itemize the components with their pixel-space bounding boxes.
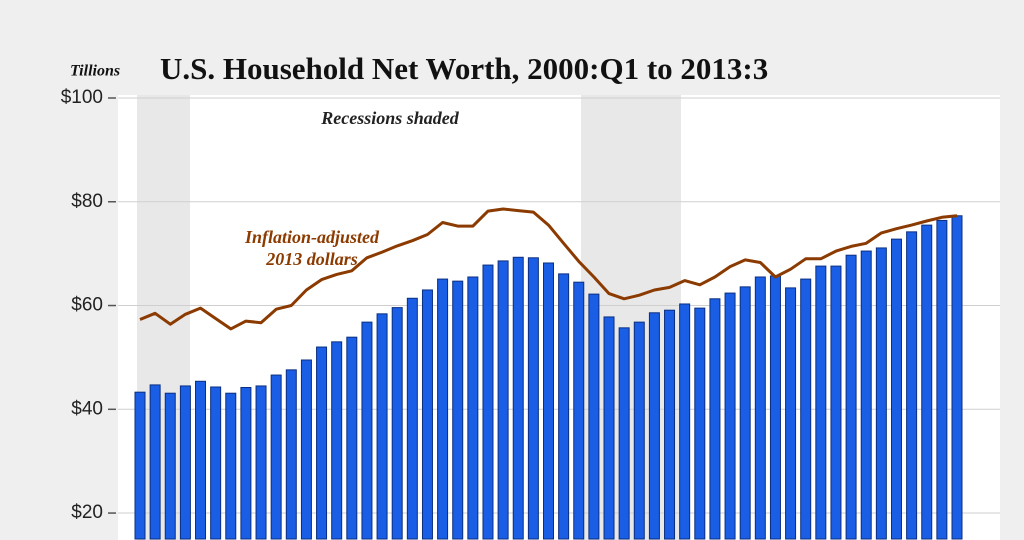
bar (906, 231, 918, 540)
y-tick-label: $80 (71, 191, 103, 212)
bar (512, 256, 524, 540)
bar (331, 341, 343, 540)
y-tick-label: $20 (71, 502, 103, 523)
bar (754, 276, 766, 540)
bar (164, 392, 176, 540)
y-unit-label: Tillions (70, 63, 120, 80)
bar (830, 265, 842, 540)
bar (316, 346, 328, 540)
bar (406, 297, 418, 540)
bar (361, 321, 373, 540)
bar (225, 392, 237, 540)
y-tick-label: $40 (71, 398, 103, 419)
bar (709, 298, 721, 540)
bar (195, 380, 207, 540)
bar (285, 369, 297, 540)
bar (543, 262, 554, 540)
bar (679, 303, 691, 540)
bar (694, 307, 706, 540)
bar (391, 307, 403, 540)
bar (482, 264, 494, 540)
bar (134, 391, 146, 540)
bar (785, 287, 797, 540)
bar (845, 254, 857, 540)
bar (376, 313, 388, 540)
bar (815, 265, 827, 540)
bar (527, 257, 539, 540)
bar (300, 359, 312, 540)
bar (437, 278, 449, 540)
bar (270, 374, 282, 540)
annotation: Recessions shaded (320, 108, 460, 128)
bar (452, 280, 464, 540)
y-tick-label: $60 (71, 295, 103, 316)
bar (573, 281, 585, 540)
annotation: Inflation-adjusted (244, 227, 380, 247)
bar (421, 289, 433, 540)
bar (739, 286, 751, 540)
bar (179, 385, 191, 540)
bar (497, 260, 509, 540)
bar (890, 238, 902, 540)
bar (800, 278, 812, 540)
bar (467, 276, 479, 540)
bar (860, 250, 872, 540)
bar (149, 384, 161, 540)
bar (875, 247, 887, 540)
bar (240, 387, 252, 540)
bar (648, 312, 660, 540)
bar (618, 327, 630, 540)
bar (936, 219, 948, 540)
bar (724, 292, 736, 540)
bar (588, 293, 600, 540)
bar (921, 224, 933, 540)
line (139, 207, 958, 331)
bar (255, 385, 267, 540)
bar (558, 273, 570, 540)
bar (210, 386, 222, 540)
bar (769, 275, 781, 540)
annotation: 2013 dollars (265, 249, 358, 269)
bar (633, 321, 645, 540)
bar (664, 309, 676, 540)
bar (346, 336, 358, 540)
bar (603, 316, 615, 540)
chart-title: U.S. Household Net Worth, 2000:Q1 to 201… (160, 51, 768, 86)
bar (951, 215, 963, 540)
y-tick-label: $100 (61, 87, 103, 108)
